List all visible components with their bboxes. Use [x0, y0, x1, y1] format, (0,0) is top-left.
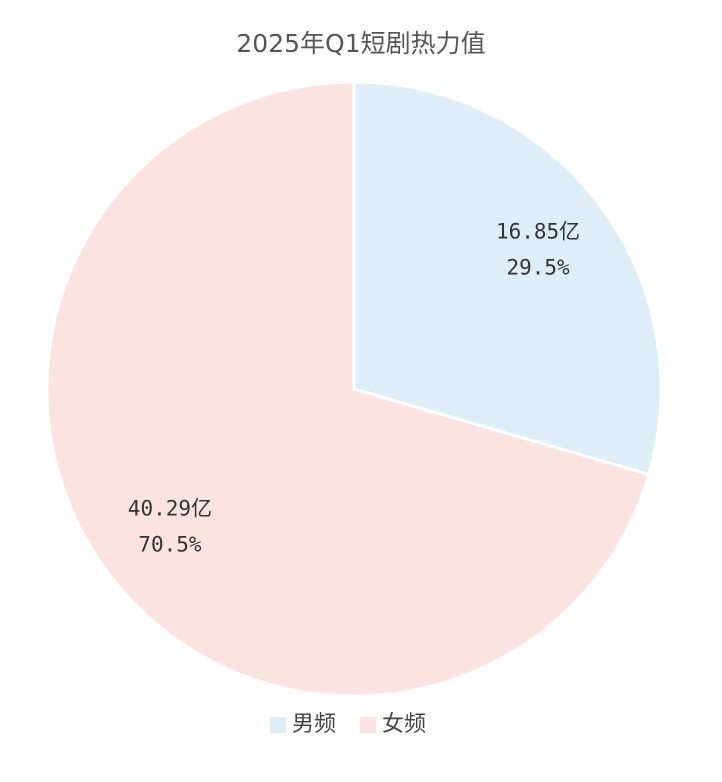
data-label: 40.29亿: [128, 496, 212, 520]
legend-label: 女频: [382, 712, 426, 737]
legend-swatch: [270, 717, 286, 733]
percent-label: 29.5%: [506, 256, 570, 280]
legend-label: 男频: [292, 712, 336, 737]
percent-label: 70.5%: [138, 532, 202, 556]
chart-title: 2025年Q1短剧热力值: [236, 29, 485, 58]
pie-slice: [45, 80, 651, 698]
data-label: 16.85亿: [496, 220, 580, 244]
legend-swatch: [360, 717, 377, 733]
pie-slice: [352, 80, 663, 477]
